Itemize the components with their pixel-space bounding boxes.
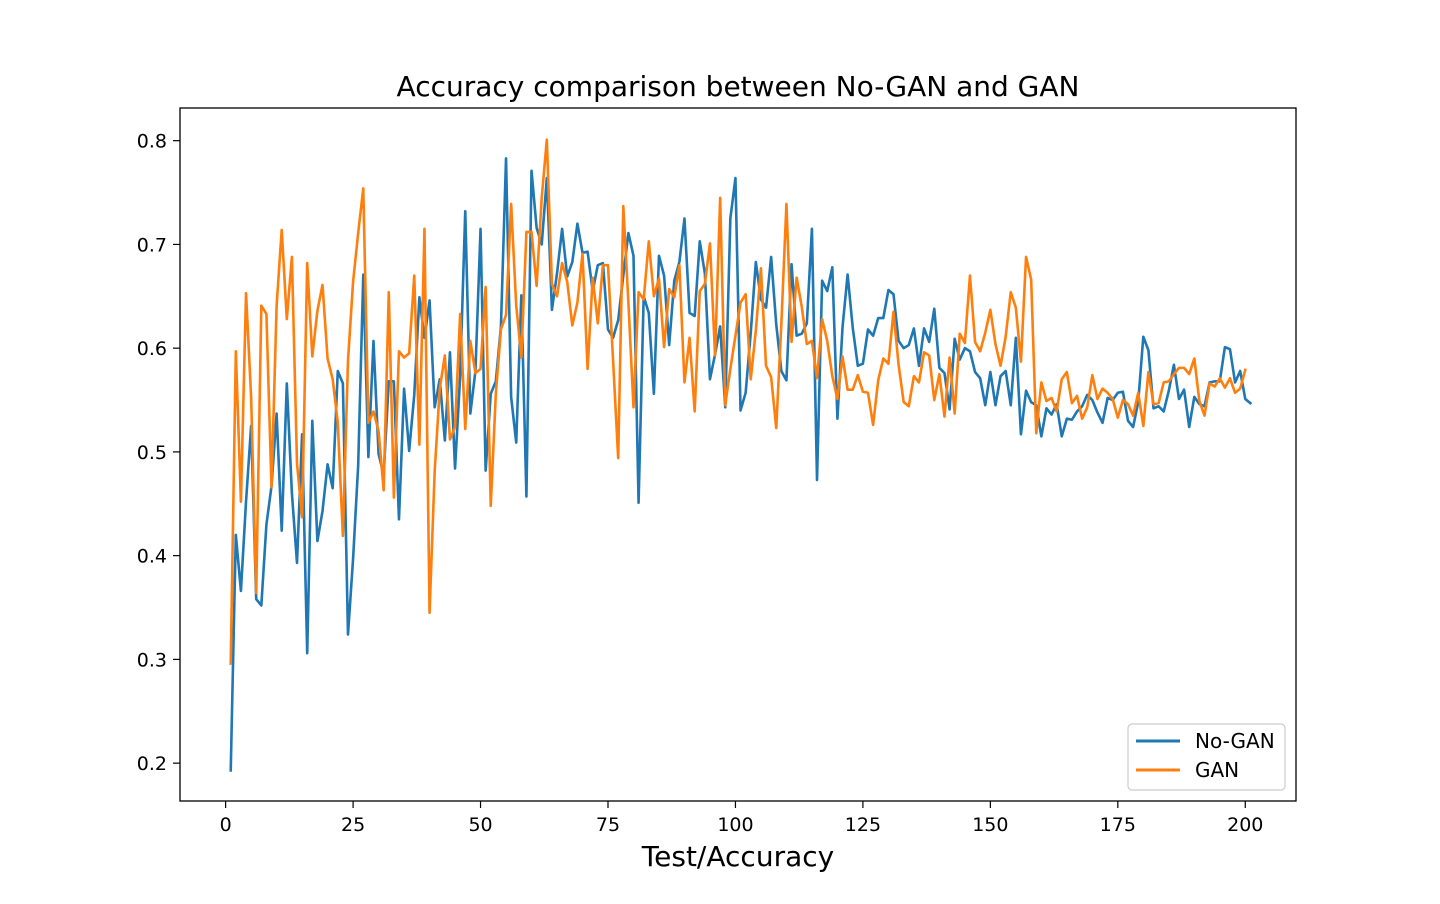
x-tick-label: 200 bbox=[1227, 814, 1263, 836]
legend: No-GAN GAN bbox=[1127, 723, 1286, 791]
y-tick-label: 0.7 bbox=[137, 234, 167, 256]
x-tick-label: 0 bbox=[220, 814, 232, 836]
x-tick-label: 100 bbox=[717, 814, 753, 836]
x-tick-label: 125 bbox=[845, 814, 881, 836]
x-tick-label: 25 bbox=[341, 814, 365, 836]
series-layer bbox=[229, 138, 1253, 772]
y-tick-label: 0.5 bbox=[137, 442, 167, 464]
y-tick-label: 0.8 bbox=[137, 131, 167, 153]
y-tick-label: 0.4 bbox=[137, 546, 167, 568]
x-tick-label: 75 bbox=[596, 814, 620, 836]
x-tick-label: 175 bbox=[1100, 814, 1136, 836]
x-tick-label: 150 bbox=[972, 814, 1008, 836]
y-tick-label: 0.2 bbox=[137, 753, 167, 775]
series-line-gan bbox=[229, 138, 1247, 665]
x-tick-label: 50 bbox=[468, 814, 492, 836]
legend-label-gan: GAN bbox=[1195, 758, 1239, 782]
x-axis: 0 25 50 75 100 125 150 175 200 bbox=[220, 801, 1263, 836]
plot-area-frame bbox=[179, 107, 1297, 802]
chart-title: Accuracy comparison between No-GAN and G… bbox=[397, 70, 1080, 103]
legend-label-no-gan: No-GAN bbox=[1195, 729, 1275, 753]
y-tick-label: 0.6 bbox=[137, 338, 167, 360]
x-axis-label: Test/Accuracy bbox=[641, 840, 834, 873]
y-axis: 0.2 0.3 0.4 0.5 0.6 0.7 0.8 bbox=[137, 131, 180, 775]
y-tick-label: 0.3 bbox=[137, 649, 167, 671]
